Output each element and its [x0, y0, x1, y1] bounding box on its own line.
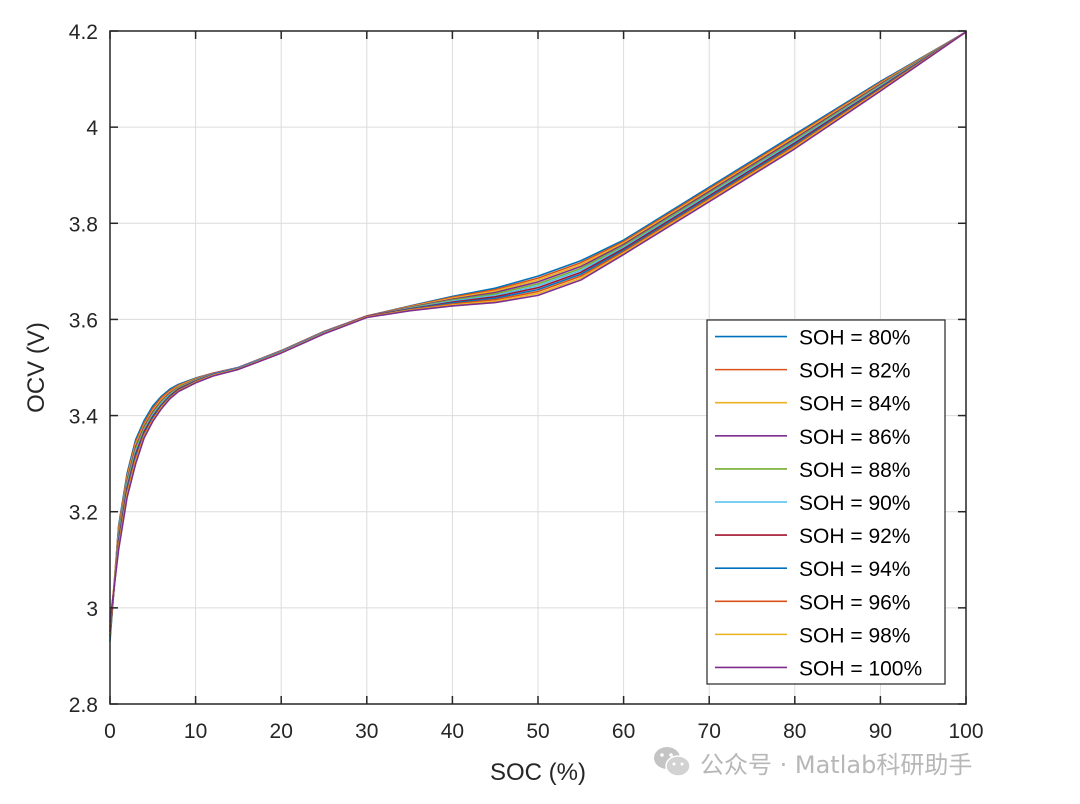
legend-label: SOH = 94% — [799, 558, 910, 581]
y-tick-label: 4 — [86, 117, 98, 140]
y-tick-label: 4.2 — [69, 21, 98, 44]
legend-label: SOH = 80% — [799, 327, 910, 350]
legend-label: SOH = 100% — [799, 657, 922, 680]
wechat-icon — [654, 747, 691, 777]
watermark: 公众号 · Matlab科研助手 — [652, 742, 972, 782]
series-line-10 — [109, 31, 967, 623]
y-tick-label: 3.4 — [69, 406, 99, 429]
legend-label: SOH = 86% — [799, 426, 910, 449]
y-tick-label: 3.6 — [69, 309, 98, 332]
x-tick-label: 60 — [612, 720, 635, 743]
x-tick-label: 50 — [526, 720, 549, 743]
x-tick-label: 100 — [948, 720, 983, 743]
legend-label: SOH = 98% — [799, 624, 910, 647]
legend-label: SOH = 92% — [799, 525, 910, 548]
legend-label: SOH = 90% — [799, 492, 910, 515]
legend-label: SOH = 96% — [799, 591, 910, 614]
x-tick-label: 70 — [698, 720, 721, 743]
x-tick-label: 0 — [104, 720, 116, 743]
legend-label: SOH = 82% — [799, 360, 910, 383]
y-tick-label: 3.2 — [69, 502, 98, 525]
y-tick-label: 2.8 — [69, 694, 98, 717]
x-tick-label: 10 — [184, 720, 207, 743]
x-tick-label: 90 — [869, 720, 892, 743]
y-tick-label: 3 — [86, 598, 98, 621]
x-tick-label: 30 — [355, 720, 378, 743]
y-axis-label: OCV (V) — [23, 322, 50, 413]
x-tick-label: 20 — [270, 720, 293, 743]
y-tick-label: 3.8 — [69, 213, 98, 236]
x-tick-label: 40 — [441, 720, 464, 743]
x-tick-label: 80 — [783, 720, 806, 743]
legend-label: SOH = 84% — [799, 393, 910, 416]
axis-ticks: 0 10 20 30 40 50 60 70 80 90 100 2.8 3 3.2 3.4 3.6 3.8 4 4… — [69, 21, 984, 743]
legend: SOH = 80% SOH = 82% SOH = 84% SOH = 86% SOH … — [706, 319, 946, 685]
watermark-text: 公众号 · Matlab科研助手 — [700, 750, 973, 779]
series-lines — [109, 31, 967, 642]
x-axis-label: SOC (%) — [490, 759, 586, 786]
legend-label: SOH = 88% — [799, 459, 910, 482]
